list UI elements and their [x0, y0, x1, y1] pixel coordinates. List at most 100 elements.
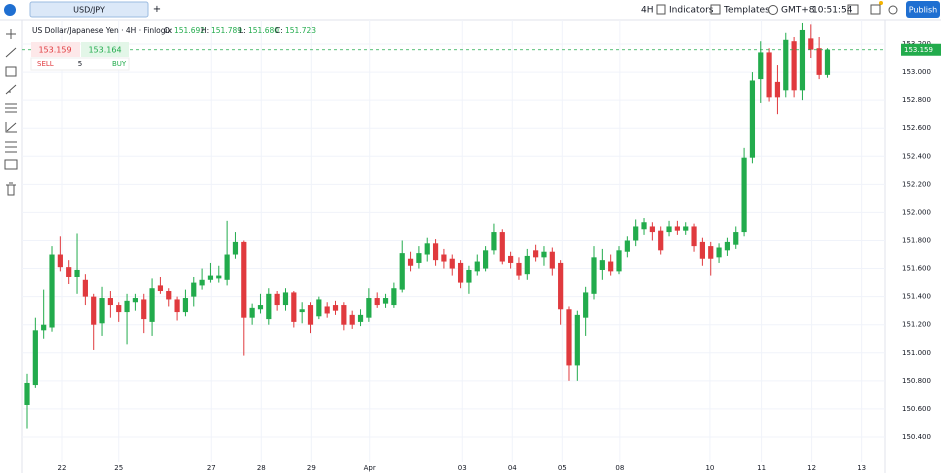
line-tool[interactable]	[5, 47, 17, 58]
measure-tool[interactable]	[4, 159, 18, 170]
buy-box[interactable]	[81, 42, 129, 57]
x-tick-label: 29	[307, 464, 316, 472]
candle-body	[716, 247, 722, 258]
channel-tool[interactable]	[5, 141, 17, 153]
timezone[interactable]: GMT+8	[781, 6, 815, 16]
candle-body	[449, 258, 455, 269]
sell-price: 153.159	[38, 46, 71, 55]
x-tick-label: 22	[58, 464, 67, 472]
gann-tool[interactable]	[5, 122, 17, 133]
candle-body	[483, 250, 489, 269]
candle-body	[758, 52, 764, 80]
y-tick-label: 151.000	[902, 349, 931, 357]
y-tick-label: 151.600	[902, 265, 931, 273]
candle-body	[774, 81, 781, 98]
alert-icon[interactable]	[847, 4, 859, 15]
symbol-tab[interactable]	[29, 1, 149, 18]
y-tick-label: 150.600	[902, 405, 931, 413]
x-tick-label: 10	[705, 464, 714, 472]
candle-body	[599, 260, 605, 270]
candle-body	[566, 309, 572, 366]
candle-body	[791, 41, 797, 91]
candle-body	[307, 305, 314, 325]
candle-body	[232, 241, 239, 255]
y-tick-label: 152.800	[902, 96, 931, 104]
clock: 10:51:54	[812, 6, 853, 16]
buy-button[interactable]: BUY	[112, 60, 127, 68]
indicators-icon	[656, 4, 666, 15]
candle-body	[207, 275, 214, 280]
candle-body	[241, 241, 247, 318]
delete-tool[interactable]	[6, 182, 16, 196]
x-tick-label: 27	[207, 464, 216, 472]
candle-body	[316, 299, 322, 317]
drawing-tools	[4, 29, 18, 196]
legend-value: 151.723	[285, 26, 316, 35]
candle-body	[641, 222, 647, 230]
legend-key: L:	[239, 26, 246, 35]
add-tab[interactable]: +	[153, 4, 161, 15]
y-tick-label: 151.400	[902, 293, 931, 301]
candle-body	[132, 298, 138, 303]
candle-body	[91, 296, 97, 325]
x-tick-label: Apr	[364, 464, 376, 472]
candle-body	[266, 293, 272, 320]
candle-body	[141, 299, 147, 320]
candle-body	[224, 254, 230, 280]
publish-button[interactable]	[906, 1, 940, 18]
candle-body	[766, 52, 772, 98]
fib-tool[interactable]	[5, 103, 17, 113]
candle-body	[649, 226, 655, 233]
legend-value: 151.692	[174, 26, 205, 35]
y-tick-label: 153.000	[902, 68, 931, 76]
y-tick-label: 152.600	[902, 124, 931, 132]
sell-box[interactable]	[31, 42, 80, 57]
quantity[interactable]: 5	[78, 60, 82, 68]
x-tick-label: 04	[508, 464, 517, 472]
candle-body	[341, 305, 347, 325]
candle-body	[191, 282, 197, 297]
candle-body	[558, 262, 564, 310]
price-line-label: 153.159	[904, 46, 933, 54]
candle-body	[824, 49, 831, 75]
candle-body	[99, 298, 105, 324]
candle-body	[783, 39, 789, 91]
candle-body	[349, 314, 355, 325]
quantity-row	[30, 57, 130, 71]
candle-body	[124, 300, 130, 313]
x-tick-label: 03	[458, 464, 467, 472]
candle-body	[74, 269, 80, 277]
candle-body	[457, 262, 464, 283]
layout-icon[interactable]	[870, 4, 881, 15]
rect-tool[interactable]	[5, 66, 17, 77]
top-bar	[0, 0, 941, 20]
candle-body	[282, 292, 289, 306]
symbol-tab-label: USD/JPY	[73, 6, 105, 15]
x-tick-label: 08	[615, 464, 624, 472]
settings-icon[interactable]	[888, 5, 898, 15]
x-tick-label: 25	[114, 464, 123, 472]
candle-body	[149, 288, 155, 322]
logo[interactable]	[4, 4, 16, 16]
templates[interactable]: Templates	[723, 6, 770, 16]
candle-body	[66, 267, 72, 277]
candle-body	[524, 255, 530, 275]
candle-body	[516, 262, 522, 276]
candle-body	[608, 261, 614, 272]
x-tick-label: 13	[857, 464, 866, 472]
legend-key: O:	[164, 26, 172, 35]
y-tick-label: 152.000	[902, 208, 931, 216]
candle-body	[499, 232, 505, 262]
y-tick-label: 152.200	[902, 180, 931, 188]
candle-body	[432, 243, 439, 261]
candle-body	[157, 285, 164, 292]
cross-tool[interactable]	[6, 29, 16, 39]
candle-body	[199, 279, 205, 286]
interval[interactable]: 4H	[641, 6, 654, 16]
indicators[interactable]: Indicators	[669, 6, 714, 16]
ray-tool[interactable]	[5, 84, 17, 95]
sell-button[interactable]: SELL	[37, 60, 54, 68]
candle-body	[166, 291, 172, 300]
candle-body	[41, 324, 47, 331]
